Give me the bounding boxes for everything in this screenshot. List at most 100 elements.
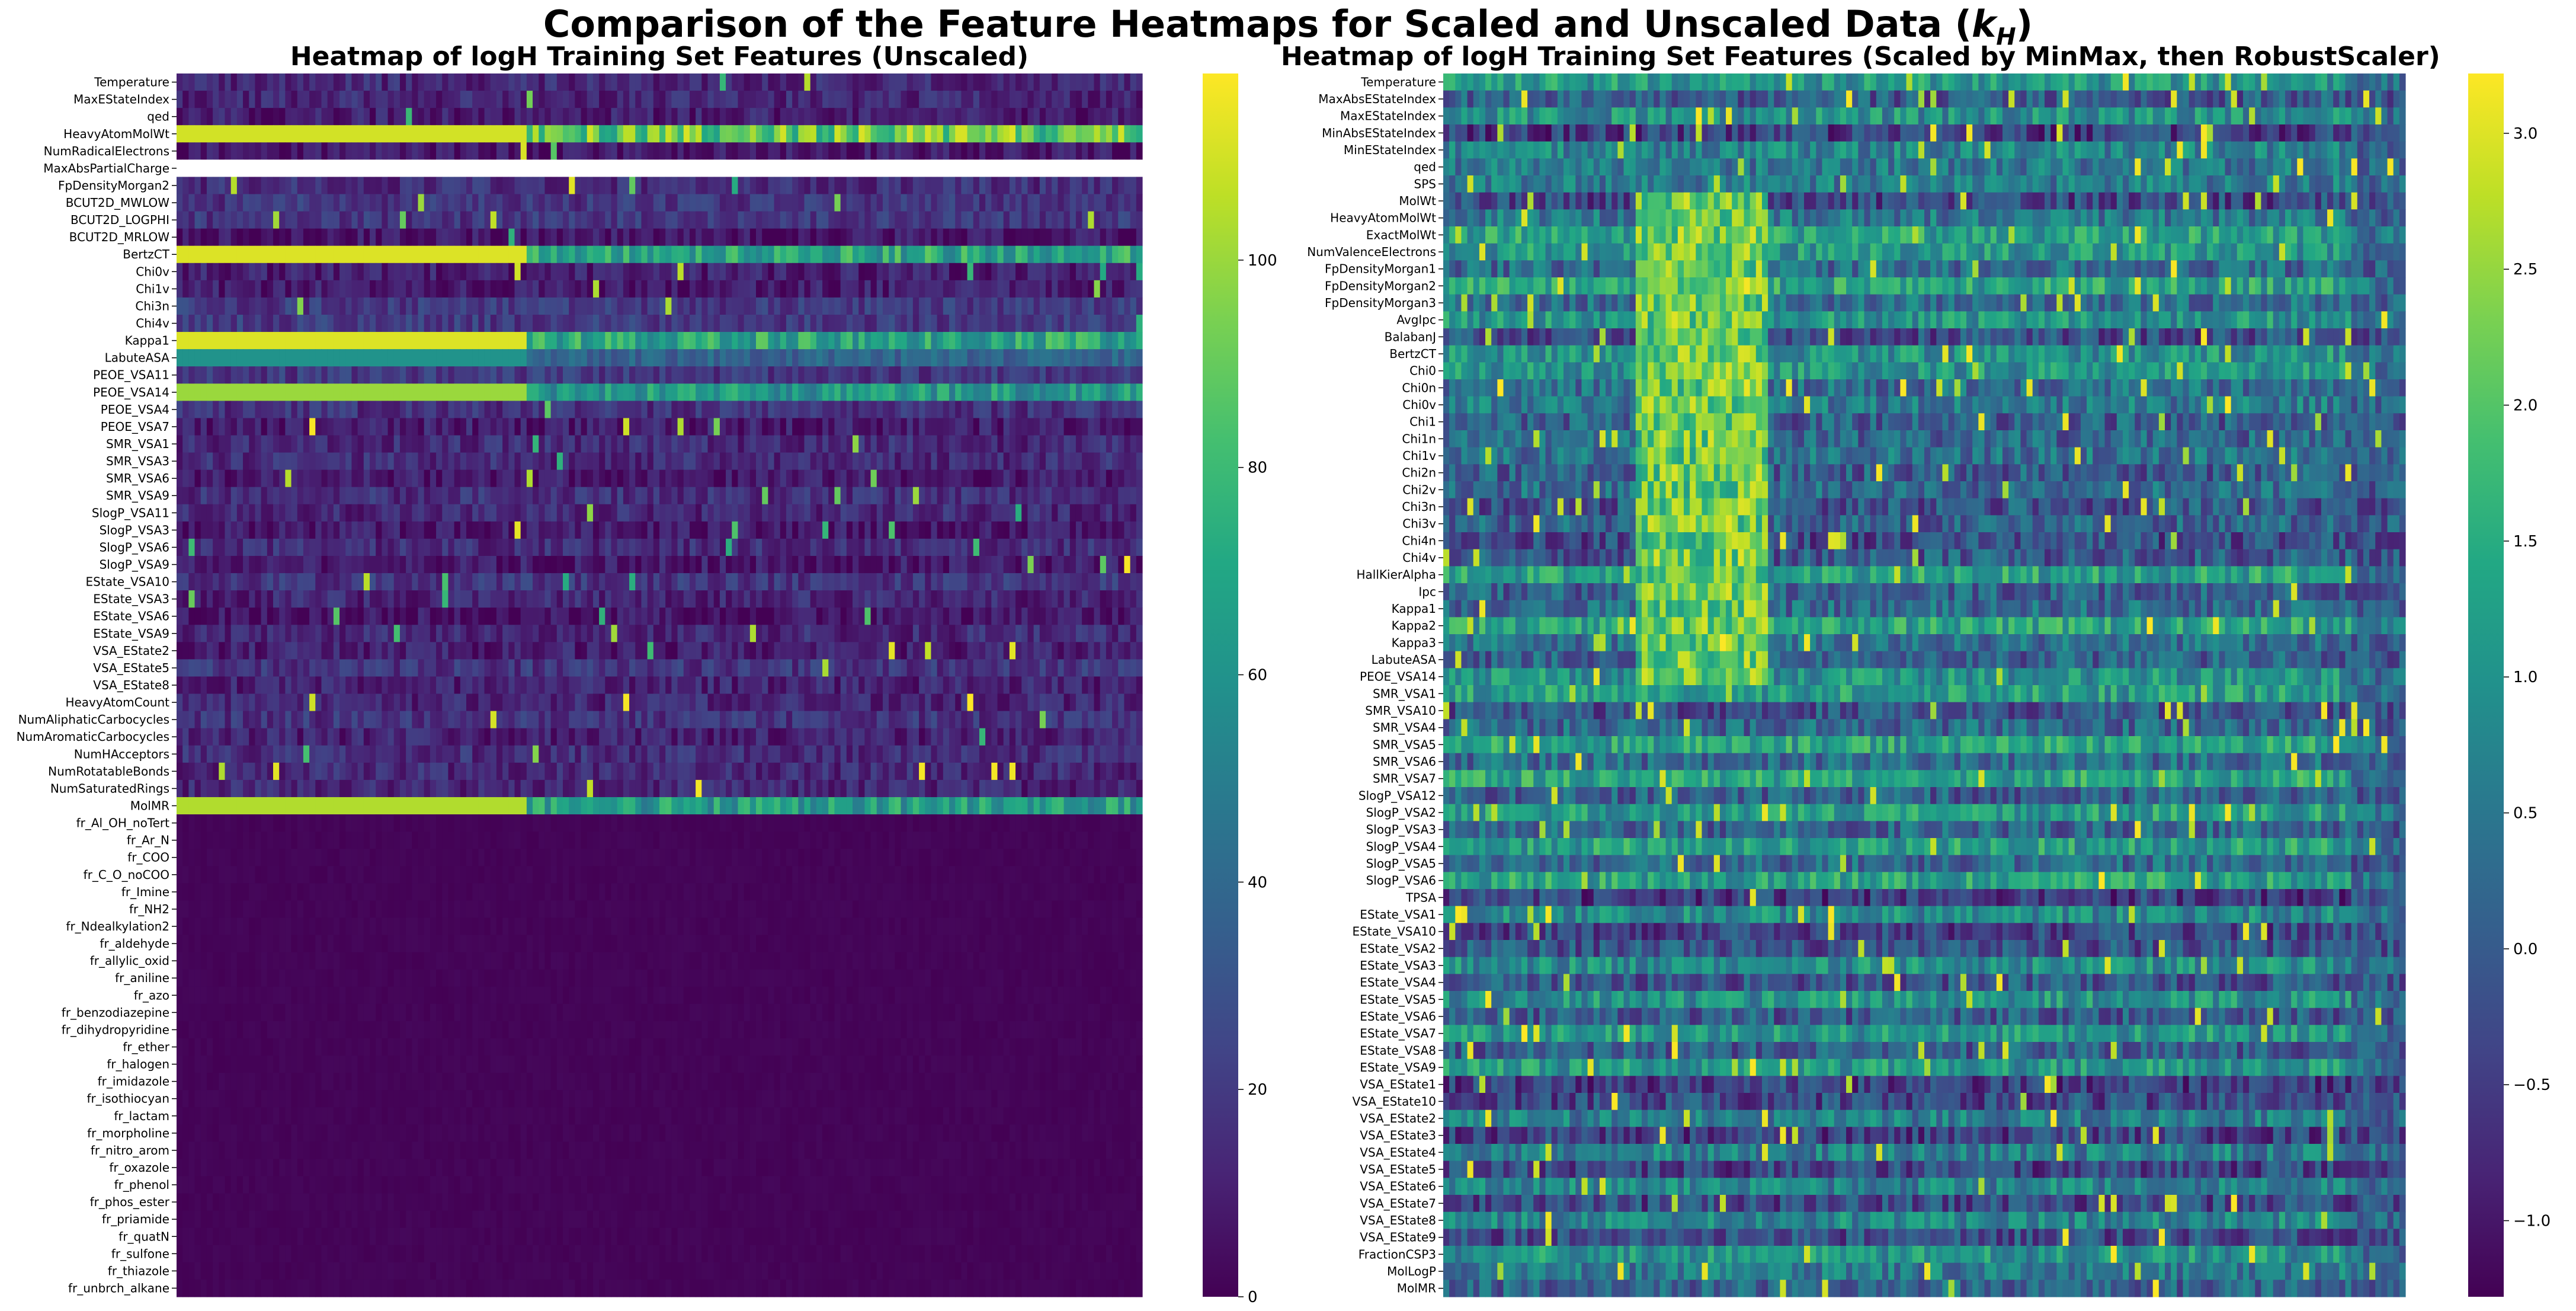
heatmap-cell	[961, 142, 967, 160]
heatmap-cell	[491, 91, 497, 108]
heatmap-cell	[436, 298, 443, 315]
heatmap-cell	[937, 177, 944, 194]
heatmap-cell	[539, 366, 545, 384]
heatmap-cell	[858, 522, 865, 539]
heatmap-cell	[1082, 556, 1088, 574]
heatmap-cell	[219, 91, 225, 108]
heatmap-cell	[460, 435, 467, 453]
heatmap-cell	[309, 73, 316, 91]
heatmap-cell	[382, 590, 388, 608]
heatmap-cell	[858, 263, 865, 281]
heatmap-cell	[400, 263, 406, 281]
heatmap-cell	[551, 453, 558, 471]
heatmap-cell	[1094, 435, 1101, 453]
heatmap-cell	[828, 125, 835, 143]
heatmap-cell	[696, 383, 702, 401]
heatmap-cell	[684, 108, 690, 126]
heatmap-cell	[285, 470, 291, 488]
heatmap-cell	[328, 435, 334, 453]
heatmap-cell	[358, 229, 364, 247]
heatmap-cell	[515, 246, 521, 264]
heatmap-cell	[955, 125, 962, 143]
heatmap-cell	[726, 142, 732, 160]
heatmap-cell	[309, 487, 316, 505]
heatmap-cell	[322, 435, 328, 453]
heatmap-cell	[515, 366, 521, 384]
heatmap-cell	[671, 142, 678, 160]
heatmap-cell	[1118, 298, 1124, 315]
heatmap-cell	[219, 298, 225, 315]
heatmap-cell	[611, 401, 618, 418]
heatmap-cell	[1064, 194, 1071, 212]
heatmap-cell	[907, 315, 914, 332]
heatmap-cell	[358, 246, 364, 264]
heatmap-cell	[1034, 504, 1040, 522]
heatmap-cell	[207, 401, 213, 418]
heatmap-cell	[907, 470, 914, 488]
heatmap-cell	[279, 246, 286, 264]
heatmap-cell	[195, 125, 201, 143]
heatmap-cell	[714, 539, 720, 557]
heatmap-cell	[539, 229, 545, 247]
heatmap-cell	[678, 556, 684, 574]
heatmap-cell	[364, 470, 370, 488]
heatmap-cell	[515, 435, 521, 453]
heatmap-cell	[762, 453, 768, 471]
heatmap-cell	[665, 280, 672, 298]
heatmap-cell	[448, 418, 454, 436]
heatmap-cell	[273, 332, 280, 350]
heatmap-cell	[955, 246, 962, 264]
heatmap-cell	[726, 383, 732, 401]
heatmap-cell	[485, 522, 491, 539]
heatmap-cell	[587, 177, 594, 194]
heatmap-cell	[539, 194, 545, 212]
heatmap-cell	[690, 91, 696, 108]
heatmap-cell	[188, 108, 195, 126]
heatmap-cell	[466, 332, 473, 350]
heatmap-cell	[177, 263, 183, 281]
heatmap-cell	[635, 298, 642, 315]
heatmap-cell	[182, 556, 189, 574]
heatmap-cell	[1058, 573, 1064, 591]
heatmap-cell	[877, 366, 883, 384]
heatmap-cell	[714, 159, 720, 177]
heatmap-cell	[533, 315, 539, 332]
heatmap-cell	[303, 212, 310, 229]
heatmap-cell	[684, 453, 690, 471]
heatmap-cell	[641, 349, 648, 367]
heatmap-cell	[901, 108, 908, 126]
heatmap-cell	[454, 159, 461, 177]
heatmap-cell	[376, 435, 382, 453]
heatmap-cell	[249, 435, 255, 453]
heatmap-cell	[641, 142, 648, 160]
heatmap-cell	[502, 73, 509, 91]
heatmap-cell	[853, 435, 859, 453]
heatmap-cell	[339, 108, 346, 126]
heatmap-cell	[732, 504, 738, 522]
heatmap-cell	[744, 91, 751, 108]
heatmap-cell	[973, 470, 980, 488]
heatmap-cell	[515, 212, 521, 229]
heatmap-cell	[1064, 435, 1071, 453]
heatmap-cell	[967, 539, 974, 557]
y-tick-label: PEOE_VSA7	[101, 420, 169, 434]
heatmap-cell	[544, 487, 551, 505]
heatmap-cell	[762, 73, 768, 91]
heatmap-cell	[527, 246, 533, 264]
heatmap-cell	[496, 522, 503, 539]
heatmap-cell	[412, 298, 418, 315]
heatmap-cell	[491, 298, 497, 315]
heatmap-cell	[792, 435, 799, 453]
heatmap-cell	[182, 435, 189, 453]
heatmap-cell	[291, 315, 298, 332]
heatmap-cell	[249, 229, 255, 247]
heatmap-cell	[858, 125, 865, 143]
heatmap-cell	[328, 91, 334, 108]
heatmap-cell	[701, 401, 708, 418]
heatmap-cell	[961, 539, 967, 557]
heatmap-cell	[539, 142, 545, 160]
heatmap-cell	[774, 177, 781, 194]
heatmap-cell	[345, 125, 352, 143]
heatmap-cell	[816, 263, 823, 281]
heatmap-cell	[810, 522, 817, 539]
